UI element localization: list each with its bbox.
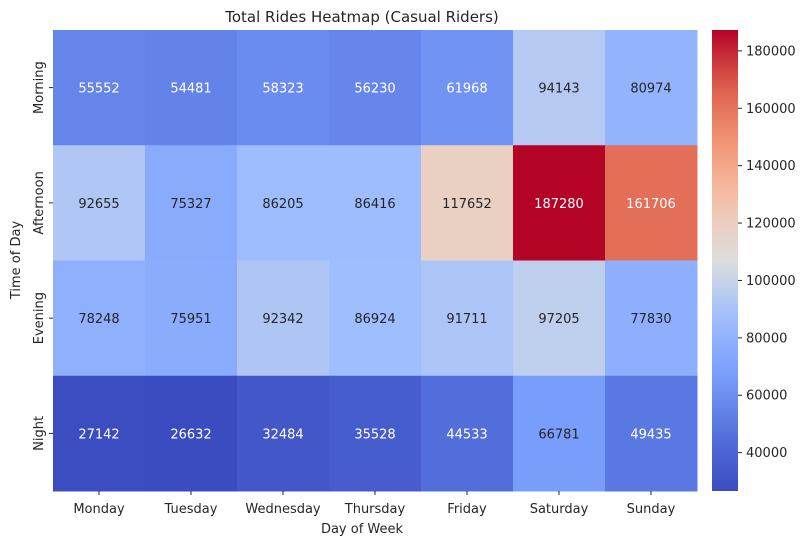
x-tick-label: Tuesday — [164, 502, 218, 517]
heatmap-cell-value: 56230 — [354, 82, 395, 97]
heatmap-cell-value: 66781 — [538, 427, 579, 442]
x-axis-ticks: Monday Tuesday Wednesday Thursday Friday Satu… — [73, 491, 676, 517]
x-tick-label: Monday — [73, 502, 125, 517]
heatmap-cell — [513, 145, 606, 261]
heatmap-cell-value: 86205 — [262, 197, 303, 212]
colorbar-tick-label: 180000 — [746, 44, 796, 59]
heatmap-cell — [605, 30, 698, 146]
x-tick-label: Sunday — [627, 502, 676, 517]
heatmap-cell — [513, 30, 606, 146]
heatmap-cell-value: 161706 — [626, 197, 676, 212]
heatmap-cell-value: 27142 — [78, 427, 119, 442]
heatmap-cell-value: 117652 — [442, 197, 492, 212]
colorbar-tick-label: 140000 — [746, 159, 796, 174]
x-tick-label: Wednesday — [245, 502, 321, 517]
heatmap-cell — [421, 145, 514, 261]
heatmap-cell-value: 91711 — [446, 312, 487, 327]
y-tick-label: Afternoon — [32, 171, 47, 234]
x-tick-label: Thursday — [344, 502, 406, 517]
heatmap-cell — [53, 375, 146, 492]
heatmap-cell-value: 77830 — [630, 312, 671, 327]
heatmap-cell — [605, 375, 698, 492]
heatmap-cell — [145, 375, 238, 492]
x-tick-label: Saturday — [530, 502, 589, 517]
heatmap-cell — [329, 30, 422, 146]
heatmap-cell — [237, 260, 330, 377]
heatmap-cell — [145, 260, 238, 377]
heatmap-cell — [329, 145, 422, 261]
heatmap-cell — [421, 30, 514, 146]
heatmap-cell-value: 35528 — [354, 427, 395, 442]
colorbar-ticks: 40000 60000 80000 100000 120000 140000 160000 1… — [738, 44, 796, 461]
heatmap-cell-value: 55552 — [78, 82, 119, 97]
heatmap-cell — [53, 30, 146, 146]
y-tick-label: Evening — [32, 292, 47, 344]
colorbar-tick-label: 80000 — [746, 331, 787, 346]
y-axis-label: Time of Day — [9, 221, 24, 301]
chart-title: Total Rides Heatmap (Casual Riders) — [224, 8, 499, 26]
y-tick-label: Night — [32, 416, 47, 451]
heatmap-cell-value: 80974 — [630, 82, 671, 97]
heatmap-cell — [329, 375, 422, 492]
heatmap-cell-value: 58323 — [262, 82, 303, 97]
heatmap-cell — [421, 260, 514, 377]
x-axis-label: Day of Week — [321, 522, 404, 537]
x-tick-label: Friday — [447, 502, 487, 517]
heatmap-cells: 55552 54481 58323 56230 61968 94143 80974 92655… — [53, 30, 698, 492]
colorbar-tick-label: 100000 — [746, 274, 796, 289]
heatmap-cell-value: 94143 — [538, 82, 579, 97]
heatmap-cell — [513, 375, 606, 492]
heatmap-cell-value: 92342 — [262, 312, 303, 327]
heatmap-cell — [145, 30, 238, 146]
heatmap-cell-value: 97205 — [538, 312, 579, 327]
y-tick-label: Morning — [32, 61, 47, 114]
heatmap-cell-value: 86924 — [354, 312, 395, 327]
heatmap-cell-value: 49435 — [630, 427, 671, 442]
heatmap-cell — [329, 260, 422, 377]
heatmap-cell-value: 54481 — [170, 82, 211, 97]
heatmap-cell — [513, 260, 606, 377]
y-axis-ticks: Morning Afternoon Evening Night — [32, 61, 53, 451]
heatmap-cell-value: 61968 — [446, 82, 487, 97]
heatmap-cell — [53, 260, 146, 377]
heatmap-cell — [237, 30, 330, 146]
heatmap-cell-value: 78248 — [78, 312, 119, 327]
heatmap-cell — [237, 375, 330, 492]
heatmap-cell-value: 75327 — [170, 197, 211, 212]
heatmap-cell-value: 187280 — [534, 197, 584, 212]
colorbar-tick-label: 120000 — [746, 217, 796, 232]
heatmap-cell — [605, 260, 698, 377]
colorbar — [712, 30, 738, 491]
heatmap-cell — [53, 145, 146, 261]
heatmap-cell-value: 44533 — [446, 427, 487, 442]
heatmap-cell-value: 75951 — [170, 312, 211, 327]
colorbar-tick-label: 40000 — [746, 446, 787, 461]
colorbar-tick-label: 160000 — [746, 102, 796, 117]
heatmap-cell-value: 26632 — [170, 427, 211, 442]
heatmap-cell — [421, 375, 514, 492]
heatmap-cell — [237, 145, 330, 261]
heatmap-cell-value: 86416 — [354, 197, 395, 212]
heatmap-cell-value: 32484 — [262, 427, 303, 442]
colorbar-tick-label: 60000 — [746, 389, 787, 404]
heatmap-cell-value: 92655 — [78, 197, 119, 212]
heatmap-cell — [605, 145, 698, 261]
heatmap-cell — [145, 145, 238, 261]
